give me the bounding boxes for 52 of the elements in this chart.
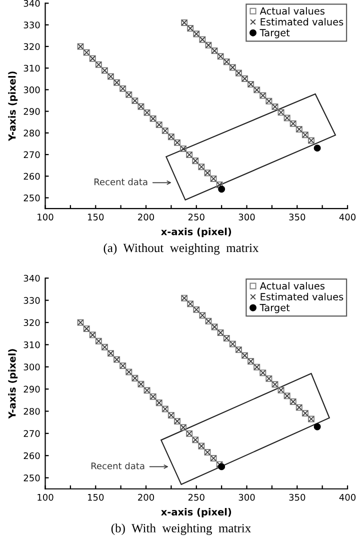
y-axis-title: Y-axis (pixel)	[8, 349, 18, 419]
legend-label: Actual values	[260, 7, 324, 15]
x-axis-title: x-axis (pixel)	[161, 508, 232, 518]
y-tick-label: 340	[24, 0, 40, 7]
x-tick-label: 250	[188, 214, 204, 220]
point	[314, 144, 321, 152]
point	[218, 186, 226, 193]
x-tick-label: 200	[138, 214, 154, 220]
point	[218, 463, 226, 470]
y-tick-label: 250	[24, 474, 40, 482]
annotation: Recent data	[91, 462, 144, 470]
x-tick-label: 150	[88, 214, 104, 220]
y-tick-label: 300	[24, 364, 40, 370]
x-tick-label: 350	[289, 214, 306, 220]
y-tick-label: 340	[24, 274, 40, 282]
text: (b) With weighting matrix	[111, 524, 251, 535]
y-tick-label: 280	[24, 408, 40, 415]
x-tick-label: 150	[88, 494, 104, 501]
legend-label: Actual values	[260, 282, 324, 290]
legend-label: Estimated values	[260, 18, 344, 26]
x-tick-label: 350	[289, 494, 306, 501]
y-tick-label: 280	[24, 130, 40, 136]
point	[314, 423, 321, 430]
y-tick-label: 320	[24, 43, 40, 50]
y-axis-title: Y-axis (pixel)	[8, 72, 18, 142]
y-tick-label: 310	[24, 341, 40, 348]
text: (a) Without weighting matrix	[104, 243, 259, 255]
y-tick-label: 300	[24, 86, 40, 94]
x-tick-label: 100	[38, 494, 54, 501]
x-tick-label: 300	[238, 494, 255, 501]
annotation: Recent data	[94, 178, 148, 186]
y-tick-label: 330	[24, 22, 40, 28]
x-tick-label: 100	[38, 214, 54, 220]
x-tick-label: 200	[138, 494, 154, 501]
y-tick-label: 260	[24, 172, 40, 180]
y-tick-label: 260	[24, 452, 40, 460]
y-tick-label: 250	[24, 194, 40, 202]
y-tick-label: 290	[24, 386, 40, 393]
y-tick-label: 270	[24, 430, 40, 437]
y-tick-label: 330	[24, 297, 40, 304]
x-tick-label: 250	[188, 494, 204, 501]
legend-label: Target	[260, 304, 290, 314]
y-tick-label: 290	[24, 108, 40, 115]
x-axis-title: x-axis (pixel)	[161, 228, 232, 238]
legend-label: Estimated values	[260, 292, 344, 300]
y-tick-label: 310	[24, 64, 40, 72]
x-tick-label: 300	[238, 214, 255, 220]
x-tick-label: 400	[339, 494, 356, 501]
y-tick-label: 320	[24, 319, 40, 326]
x-tick-label: 400	[339, 214, 356, 220]
y-tick-label: 270	[24, 151, 40, 158]
legend-label: Target	[260, 29, 290, 38]
